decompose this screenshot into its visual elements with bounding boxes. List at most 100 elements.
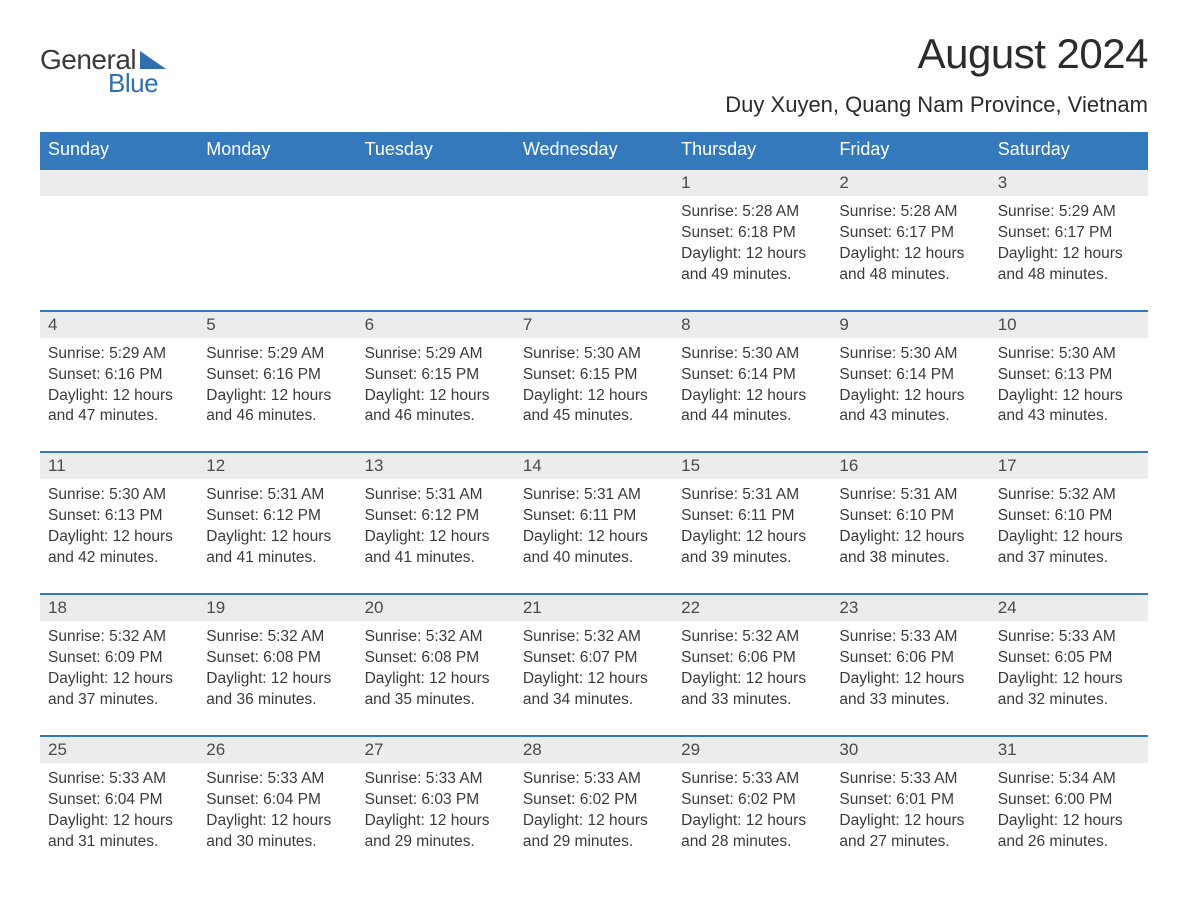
sunrise-text: Sunrise: 5:31 AM xyxy=(839,485,981,506)
sunrise-text: Sunrise: 5:32 AM xyxy=(206,627,348,648)
sunrise-text: Sunrise: 5:32 AM xyxy=(48,627,190,648)
day-details: Sunrise: 5:28 AMSunset: 6:18 PMDaylight:… xyxy=(673,196,831,290)
day-number: 19 xyxy=(198,595,356,621)
day-number: 28 xyxy=(515,737,673,763)
day-number: 18 xyxy=(40,595,198,621)
daylight-text: Daylight: 12 hours and 37 minutes. xyxy=(998,527,1140,569)
dow-header-cell: Wednesday xyxy=(515,132,673,168)
day-details: Sunrise: 5:30 AMSunset: 6:13 PMDaylight:… xyxy=(40,479,198,573)
day-number: 29 xyxy=(673,737,831,763)
daylight-text: Daylight: 12 hours and 27 minutes. xyxy=(839,811,981,853)
day-cell: 17Sunrise: 5:32 AMSunset: 6:10 PMDayligh… xyxy=(990,453,1148,573)
day-details: Sunrise: 5:31 AMSunset: 6:11 PMDaylight:… xyxy=(673,479,831,573)
sunset-text: Sunset: 6:17 PM xyxy=(998,223,1140,244)
page-title: August 2024 xyxy=(725,30,1148,78)
daylight-text: Daylight: 12 hours and 37 minutes. xyxy=(48,669,190,711)
day-number: 25 xyxy=(40,737,198,763)
daylight-text: Daylight: 12 hours and 26 minutes. xyxy=(998,811,1140,853)
day-details: Sunrise: 5:34 AMSunset: 6:00 PMDaylight:… xyxy=(990,763,1148,857)
sunset-text: Sunset: 6:10 PM xyxy=(998,506,1140,527)
day-details: Sunrise: 5:30 AMSunset: 6:14 PMDaylight:… xyxy=(673,338,831,432)
sunset-text: Sunset: 6:08 PM xyxy=(206,648,348,669)
day-cell: 23Sunrise: 5:33 AMSunset: 6:06 PMDayligh… xyxy=(831,595,989,715)
sunset-text: Sunset: 6:09 PM xyxy=(48,648,190,669)
sunrise-text: Sunrise: 5:30 AM xyxy=(681,344,823,365)
day-cell: 2Sunrise: 5:28 AMSunset: 6:17 PMDaylight… xyxy=(831,170,989,290)
day-cell xyxy=(515,170,673,290)
day-number: 22 xyxy=(673,595,831,621)
day-number: 27 xyxy=(357,737,515,763)
daylight-text: Daylight: 12 hours and 34 minutes. xyxy=(523,669,665,711)
sunrise-text: Sunrise: 5:31 AM xyxy=(523,485,665,506)
sunrise-text: Sunrise: 5:28 AM xyxy=(681,202,823,223)
sunrise-text: Sunrise: 5:28 AM xyxy=(839,202,981,223)
sunset-text: Sunset: 6:10 PM xyxy=(839,506,981,527)
week-row: 4Sunrise: 5:29 AMSunset: 6:16 PMDaylight… xyxy=(40,310,1148,432)
dow-header-row: SundayMondayTuesdayWednesdayThursdayFrid… xyxy=(40,132,1148,168)
day-cell: 13Sunrise: 5:31 AMSunset: 6:12 PMDayligh… xyxy=(357,453,515,573)
dow-header-cell: Sunday xyxy=(40,132,198,168)
sunrise-text: Sunrise: 5:33 AM xyxy=(523,769,665,790)
day-cell: 6Sunrise: 5:29 AMSunset: 6:15 PMDaylight… xyxy=(357,312,515,432)
sunset-text: Sunset: 6:02 PM xyxy=(681,790,823,811)
sunset-text: Sunset: 6:15 PM xyxy=(523,365,665,386)
day-number: 5 xyxy=(198,312,356,338)
day-cell: 14Sunrise: 5:31 AMSunset: 6:11 PMDayligh… xyxy=(515,453,673,573)
day-cell: 1Sunrise: 5:28 AMSunset: 6:18 PMDaylight… xyxy=(673,170,831,290)
day-details: Sunrise: 5:32 AMSunset: 6:09 PMDaylight:… xyxy=(40,621,198,715)
day-number: 1 xyxy=(673,170,831,196)
day-details: Sunrise: 5:33 AMSunset: 6:02 PMDaylight:… xyxy=(673,763,831,857)
daylight-text: Daylight: 12 hours and 32 minutes. xyxy=(998,669,1140,711)
day-cell: 5Sunrise: 5:29 AMSunset: 6:16 PMDaylight… xyxy=(198,312,356,432)
sunset-text: Sunset: 6:18 PM xyxy=(681,223,823,244)
sunset-text: Sunset: 6:04 PM xyxy=(48,790,190,811)
sunrise-text: Sunrise: 5:32 AM xyxy=(681,627,823,648)
day-details: Sunrise: 5:33 AMSunset: 6:03 PMDaylight:… xyxy=(357,763,515,857)
sunrise-text: Sunrise: 5:30 AM xyxy=(839,344,981,365)
sunrise-text: Sunrise: 5:31 AM xyxy=(365,485,507,506)
day-cell: 24Sunrise: 5:33 AMSunset: 6:05 PMDayligh… xyxy=(990,595,1148,715)
sunset-text: Sunset: 6:12 PM xyxy=(206,506,348,527)
day-details: Sunrise: 5:28 AMSunset: 6:17 PMDaylight:… xyxy=(831,196,989,290)
sunrise-text: Sunrise: 5:33 AM xyxy=(998,627,1140,648)
day-cell xyxy=(198,170,356,290)
day-cell: 25Sunrise: 5:33 AMSunset: 6:04 PMDayligh… xyxy=(40,737,198,857)
daylight-text: Daylight: 12 hours and 42 minutes. xyxy=(48,527,190,569)
daylight-text: Daylight: 12 hours and 39 minutes. xyxy=(681,527,823,569)
day-number: 15 xyxy=(673,453,831,479)
day-number: 21 xyxy=(515,595,673,621)
day-number: 8 xyxy=(673,312,831,338)
sunset-text: Sunset: 6:00 PM xyxy=(998,790,1140,811)
day-number: 24 xyxy=(990,595,1148,621)
day-cell xyxy=(357,170,515,290)
sunset-text: Sunset: 6:06 PM xyxy=(681,648,823,669)
daylight-text: Daylight: 12 hours and 48 minutes. xyxy=(839,244,981,286)
day-cell: 9Sunrise: 5:30 AMSunset: 6:14 PMDaylight… xyxy=(831,312,989,432)
sunrise-text: Sunrise: 5:30 AM xyxy=(523,344,665,365)
daylight-text: Daylight: 12 hours and 41 minutes. xyxy=(365,527,507,569)
day-cell: 22 Sunrise: 5:32 AMSunset: 6:06 PMDayligh… xyxy=(673,595,831,715)
day-cell xyxy=(40,170,198,290)
day-cell: 21Sunrise: 5:32 AMSunset: 6:07 PMDayligh… xyxy=(515,595,673,715)
location-subtitle: Duy Xuyen, Quang Nam Province, Vietnam xyxy=(725,92,1148,118)
day-cell: 8Sunrise: 5:30 AMSunset: 6:14 PMDaylight… xyxy=(673,312,831,432)
sunrise-text: Sunrise: 5:31 AM xyxy=(206,485,348,506)
sunset-text: Sunset: 6:15 PM xyxy=(365,365,507,386)
day-cell: 10Sunrise: 5:30 AMSunset: 6:13 PMDayligh… xyxy=(990,312,1148,432)
sunrise-text: Sunrise: 5:31 AM xyxy=(681,485,823,506)
day-details: Sunrise: 5:32 AMSunset: 6:10 PMDaylight:… xyxy=(990,479,1148,573)
daylight-text: Daylight: 12 hours and 33 minutes. xyxy=(839,669,981,711)
daylight-text: Daylight: 12 hours and 36 minutes. xyxy=(206,669,348,711)
calendar: SundayMondayTuesdayWednesdayThursdayFrid… xyxy=(40,132,1148,856)
day-cell: 15Sunrise: 5:31 AMSunset: 6:11 PMDayligh… xyxy=(673,453,831,573)
day-cell: 11Sunrise: 5:30 AMSunset: 6:13 PMDayligh… xyxy=(40,453,198,573)
day-details: Sunrise: 5:31 AMSunset: 6:10 PMDaylight:… xyxy=(831,479,989,573)
daylight-text: Daylight: 12 hours and 43 minutes. xyxy=(839,386,981,428)
day-number: 17 xyxy=(990,453,1148,479)
daylight-text: Daylight: 12 hours and 33 minutes. xyxy=(681,669,823,711)
sunset-text: Sunset: 6:12 PM xyxy=(365,506,507,527)
day-number xyxy=(198,170,356,196)
day-details: Sunrise: 5:33 AMSunset: 6:02 PMDaylight:… xyxy=(515,763,673,857)
sunrise-text: Sunrise: 5:34 AM xyxy=(998,769,1140,790)
day-number: 23 xyxy=(831,595,989,621)
